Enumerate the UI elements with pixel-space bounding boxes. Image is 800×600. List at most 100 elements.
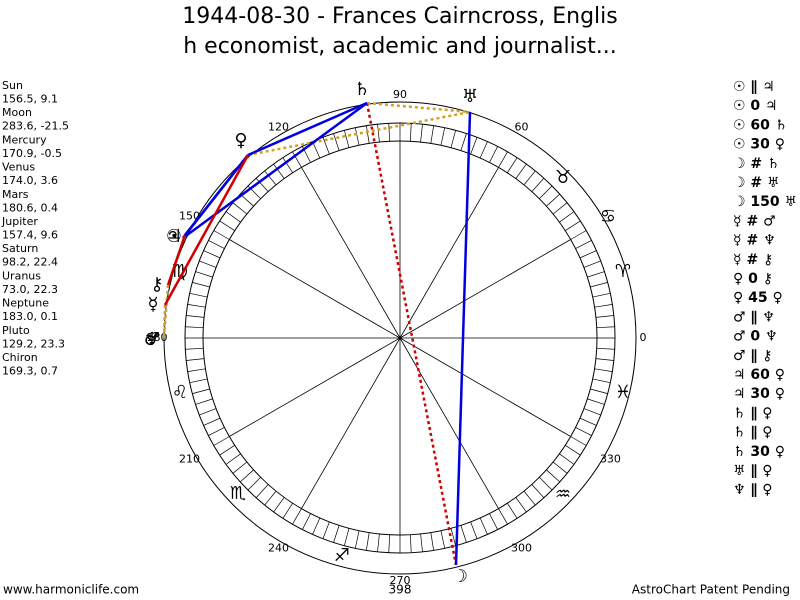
degree-label: 60 bbox=[515, 121, 529, 134]
aspect-row: ☽ # ♅ bbox=[733, 175, 780, 191]
aspect-row: ☿ # ⚷ bbox=[733, 252, 773, 268]
ring-tick bbox=[354, 127, 360, 146]
ring-tick bbox=[185, 326, 204, 329]
ring-tick bbox=[552, 461, 568, 474]
ring-tick bbox=[409, 534, 412, 553]
aspect-row: ☽ # ♄ bbox=[733, 156, 780, 172]
planet-position: 174.0, 3.6 bbox=[2, 174, 58, 187]
aspect-row: ♄ ∥ ♀ bbox=[733, 425, 773, 441]
ring-tick bbox=[213, 230, 230, 240]
ring-tick bbox=[208, 427, 225, 436]
ring-tick bbox=[225, 453, 241, 465]
degree-label: 0 bbox=[640, 331, 647, 344]
ring-tick bbox=[344, 130, 350, 148]
aspect-line bbox=[247, 101, 368, 157]
degree-label: 210 bbox=[179, 453, 200, 466]
degree-label: 270 bbox=[390, 574, 411, 587]
ring-tick bbox=[333, 525, 340, 543]
ring-tick bbox=[273, 497, 285, 513]
ring-tick bbox=[282, 157, 293, 173]
ring-tick bbox=[199, 408, 217, 416]
aspect-row: ♀ 0 ⚷ bbox=[733, 271, 773, 287]
planet-position: 156.5, 9.1 bbox=[2, 93, 58, 106]
planet-glyph: ♆ bbox=[144, 329, 160, 350]
aspect-line bbox=[162, 284, 170, 339]
ring-tick bbox=[264, 490, 277, 506]
aspect-row: ♄ ∥ ♀ bbox=[733, 405, 773, 421]
planet-glyph: ☽ bbox=[452, 566, 468, 587]
ring-tick bbox=[523, 170, 536, 186]
ring-tick bbox=[420, 124, 423, 143]
ring-tick bbox=[450, 528, 456, 546]
ring-tick bbox=[255, 484, 269, 499]
degree-label: 180 bbox=[147, 331, 168, 344]
spoke bbox=[399, 337, 571, 437]
number: 398 bbox=[389, 583, 412, 597]
planet-position: 129.2, 23.3 bbox=[2, 337, 65, 350]
ring-tick bbox=[195, 398, 213, 405]
ring-tick bbox=[546, 193, 561, 207]
planet-name: Mars bbox=[2, 188, 29, 201]
ring-tick bbox=[594, 304, 613, 308]
ring-tick bbox=[312, 517, 321, 535]
ring-tick bbox=[460, 525, 467, 543]
ring-tick bbox=[232, 461, 248, 474]
ring-tick bbox=[187, 304, 206, 308]
ring-tick bbox=[203, 417, 221, 426]
spoke bbox=[229, 239, 401, 339]
sign-glyph: ♐ bbox=[334, 545, 350, 566]
planet-glyph: ♂ bbox=[144, 329, 160, 350]
title: h economist, academic and journalist... bbox=[183, 34, 617, 59]
ring-tick bbox=[559, 211, 575, 223]
ring-tick bbox=[479, 517, 488, 535]
ring-tick bbox=[587, 398, 605, 405]
site: www.harmoniclife.com bbox=[3, 583, 139, 597]
spoke bbox=[301, 337, 401, 509]
aspect-row: ♆ ∥ ♀ bbox=[733, 482, 773, 498]
degree-label: 240 bbox=[268, 541, 289, 554]
ring-tick bbox=[219, 220, 235, 231]
planet-glyph: ☉ bbox=[166, 226, 182, 247]
degree-label: 90 bbox=[393, 88, 407, 101]
ring-tick bbox=[388, 123, 391, 142]
planet-name: Venus bbox=[2, 161, 35, 174]
sign-glyph: ♌ bbox=[172, 382, 188, 403]
ring-tick bbox=[189, 292, 208, 298]
title: 1944-08-30 - Frances Cairncross, Englis bbox=[182, 4, 617, 29]
ring-tick bbox=[539, 477, 553, 491]
ring-tick bbox=[312, 141, 321, 159]
ring-tick bbox=[440, 530, 446, 549]
ring-tick bbox=[507, 503, 518, 519]
ring-tick bbox=[430, 532, 434, 551]
planet-glyph: ♀ bbox=[234, 130, 247, 151]
aspect-row: ☿ # ♂ bbox=[733, 213, 776, 229]
aspect-row: ♂ ∥ ⚷ bbox=[733, 348, 773, 364]
ring-tick bbox=[595, 315, 614, 318]
planet-name: Sun bbox=[2, 79, 23, 92]
ring-tick bbox=[539, 185, 553, 199]
aspect-row: ☿ # ♆ bbox=[733, 233, 776, 249]
spoke bbox=[399, 167, 499, 339]
ring-tick bbox=[333, 133, 340, 151]
ring-tick bbox=[531, 177, 545, 192]
planet-position: 157.4, 9.6 bbox=[2, 229, 58, 242]
ring-tick bbox=[489, 146, 498, 163]
ring-tick bbox=[213, 436, 230, 446]
ring-tick bbox=[377, 533, 380, 552]
aspect-line bbox=[166, 234, 187, 286]
ring-tick bbox=[575, 427, 592, 436]
sign-glyph: ♋ bbox=[600, 206, 616, 227]
degree-label: 300 bbox=[511, 541, 532, 554]
spoke bbox=[399, 239, 571, 339]
ring-tick bbox=[523, 490, 536, 506]
ring-tick bbox=[430, 125, 434, 144]
ring-tick bbox=[570, 230, 587, 240]
aspect-row: ♅ ∥ ♀ bbox=[733, 463, 773, 479]
ring-tick bbox=[377, 124, 380, 143]
ring-tick bbox=[292, 508, 302, 525]
aspect-line bbox=[247, 110, 471, 157]
sign-glyph: ♉ bbox=[555, 167, 571, 188]
planet-glyph: ☿ bbox=[147, 294, 158, 315]
ring-tick bbox=[559, 453, 575, 465]
ring-tick bbox=[186, 315, 205, 318]
